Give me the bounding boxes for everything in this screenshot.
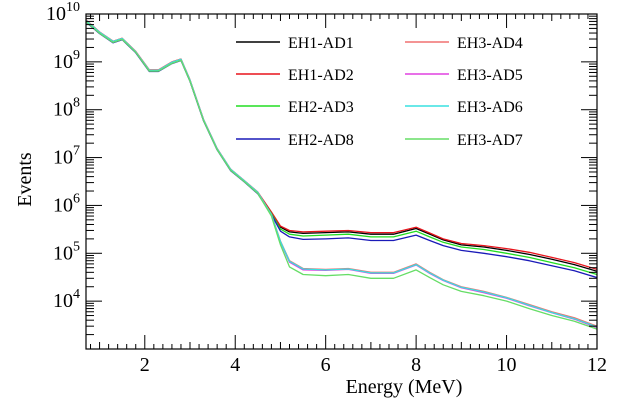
legend-label: EH3-AD5 (457, 67, 523, 84)
x-tick-label: 10 (497, 354, 517, 376)
legend-label: EH3-AD7 (457, 132, 523, 149)
x-tick-label: 8 (411, 354, 421, 376)
ticks-layer (86, 14, 598, 350)
y-tick-label: 109 (53, 48, 80, 73)
x-tick-label: 12 (587, 354, 607, 376)
legend-label: EH3-AD4 (457, 35, 523, 52)
legend-label: EH1-AD1 (288, 35, 354, 52)
tick-labels-layer: 2 4 6 8 10 12 104 105 106 107 108 109 1010 (46, 0, 607, 376)
series-line-eh3-ad6 (86, 20, 597, 328)
y-tick-label: 1010 (46, 0, 80, 25)
legend-label: EH1-AD2 (288, 67, 354, 84)
y-tick-label: 104 (53, 287, 80, 312)
y-axis-title: Events (14, 152, 36, 207)
y-tick-label: 106 (53, 191, 80, 216)
series-layer (86, 19, 597, 330)
legend-label: EH3-AD6 (457, 99, 523, 116)
x-tick-label: 6 (321, 354, 331, 376)
x-tick-label: 2 (140, 354, 150, 376)
y-tick-label: 108 (53, 96, 80, 121)
legend-label: EH2-AD3 (288, 99, 354, 116)
y-tick-label: 105 (53, 239, 80, 264)
legend: EH1-AD1 EH1-AD2 EH2-AD3 EH2-AD8 EH3-AD4 EH3-A… (236, 35, 523, 149)
x-tick-label: 4 (230, 354, 240, 376)
series-line-eh3-ad7 (86, 21, 597, 330)
legend-label: EH2-AD8 (288, 132, 354, 149)
x-axis-title: Energy (MeV) (346, 376, 463, 398)
plot-frame (85, 13, 598, 350)
y-tick-label: 107 (53, 144, 80, 169)
